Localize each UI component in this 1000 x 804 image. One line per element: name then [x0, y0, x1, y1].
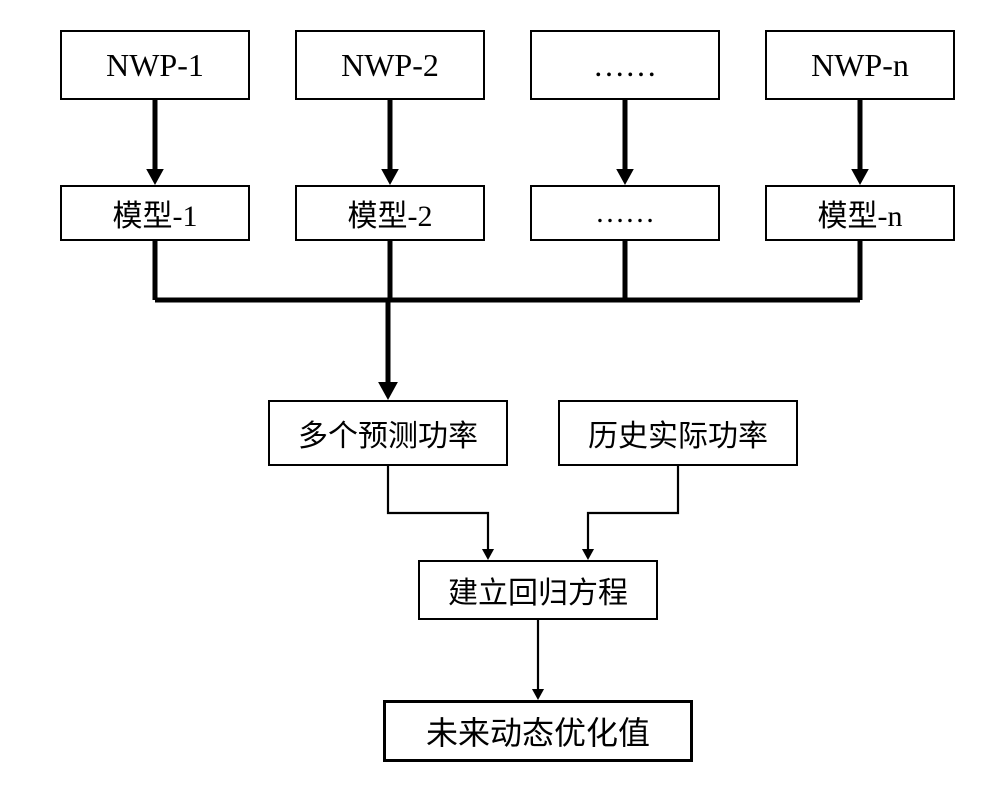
node-label: 未来动态优化值 — [426, 708, 650, 754]
node-label: NWP-n — [811, 47, 909, 84]
flow-node: …… — [530, 30, 720, 100]
flow-node: 模型-2 — [295, 185, 485, 241]
node-label: 建立回归方程 — [448, 568, 628, 612]
node-label: NWP-2 — [341, 47, 439, 84]
flow-node: 模型-n — [765, 185, 955, 241]
flow-node: 模型-1 — [60, 185, 250, 241]
node-label: …… — [595, 196, 655, 230]
node-label: 模型-2 — [348, 191, 433, 235]
flow-node: NWP-2 — [295, 30, 485, 100]
flow-node: 历史实际功率 — [558, 400, 798, 466]
flow-node: NWP-n — [765, 30, 955, 100]
node-label: NWP-1 — [106, 47, 204, 84]
node-label: …… — [593, 47, 657, 84]
flow-node: 未来动态优化值 — [383, 700, 693, 762]
flow-node: NWP-1 — [60, 30, 250, 100]
flow-node: 建立回归方程 — [418, 560, 658, 620]
node-label: 模型-n — [818, 191, 903, 235]
flow-node: 多个预测功率 — [268, 400, 508, 466]
node-label: 多个预测功率 — [298, 411, 478, 455]
flow-node: …… — [530, 185, 720, 241]
node-label: 历史实际功率 — [588, 411, 768, 455]
node-label: 模型-1 — [113, 191, 198, 235]
